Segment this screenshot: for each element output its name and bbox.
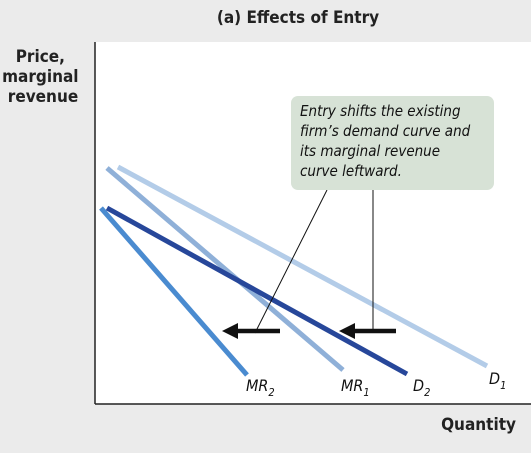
- y-axis-label-line-2: marginal: [2, 67, 78, 87]
- y-axis-label: Price, marginal revenue: [2, 47, 84, 107]
- annotation-line-2: firm’s demand curve and: [300, 122, 471, 140]
- label-mr1-main: MR: [341, 376, 363, 395]
- label-d1-main: D: [489, 369, 500, 388]
- x-axis-label: Quantity: [441, 415, 516, 435]
- y-axis-label-line-3: revenue: [8, 87, 78, 107]
- label-mr2-sub: 2: [268, 386, 274, 399]
- annotation-line-1: Entry shifts the existing: [300, 102, 461, 120]
- annotation-line-3: its marginal revenue: [300, 142, 440, 160]
- figure-title: (a) Effects of Entry: [217, 8, 379, 28]
- label-d2-main: D: [413, 376, 424, 395]
- annotation-line-4: curve leftward.: [300, 162, 402, 180]
- label-d2-sub: 2: [424, 386, 430, 399]
- label-mr2-main: MR: [246, 376, 268, 395]
- label-mr1-sub: 1: [363, 386, 369, 399]
- label-d1-sub: 1: [500, 379, 506, 392]
- y-axis-label-line-1: Price,: [16, 47, 65, 67]
